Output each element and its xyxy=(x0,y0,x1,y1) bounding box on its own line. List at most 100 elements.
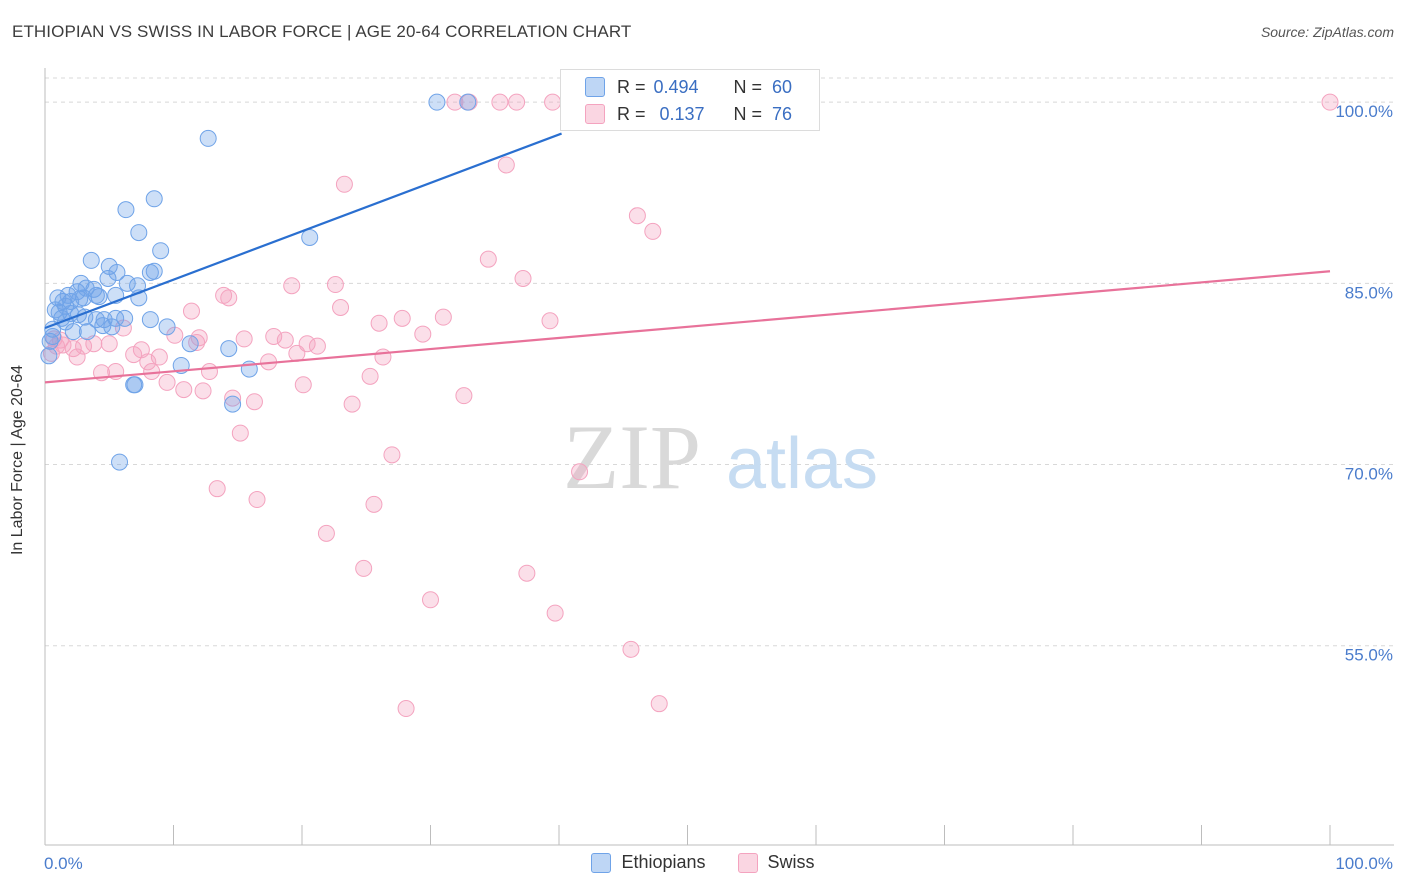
ethiopian-point xyxy=(141,311,159,329)
x-tick-label: 100.0% xyxy=(1335,854,1393,873)
swiss-point xyxy=(1321,93,1339,111)
swiss-point xyxy=(326,276,344,294)
swiss-point xyxy=(628,207,646,225)
n-label: N = xyxy=(733,103,763,124)
swiss-point xyxy=(365,495,383,513)
ethiopian-point xyxy=(158,318,176,336)
legend-item-ethiopians[interactable]: Ethiopians xyxy=(591,852,706,873)
swiss-point xyxy=(650,695,668,713)
y-tick-label: 55.0% xyxy=(1345,646,1393,665)
ethiopian-point xyxy=(118,274,136,292)
ethiopian-point xyxy=(94,317,112,335)
ethiopian-point xyxy=(87,286,105,304)
swiss-point xyxy=(355,559,373,577)
swiss-point xyxy=(294,376,312,394)
swiss-point xyxy=(190,329,208,347)
r-label: R = xyxy=(617,103,646,124)
tick-labels: 55.0% 70.0% 85.0% 100.0% 0.0% 100.0% xyxy=(44,102,1393,873)
ethiopian-point xyxy=(224,395,242,413)
ethiopian-point xyxy=(107,309,125,327)
ethiopian-point xyxy=(103,318,121,336)
swiss-point xyxy=(276,331,294,349)
y-tick-label: 70.0% xyxy=(1345,465,1393,484)
swiss-point xyxy=(235,330,253,348)
ethiopian-trend-line xyxy=(44,132,562,330)
ethiopian-point xyxy=(301,228,319,246)
swiss-point xyxy=(231,424,249,442)
ethiopian-point xyxy=(145,262,163,280)
swiss-swatch xyxy=(737,852,758,873)
ethiopian-point xyxy=(44,327,62,345)
r-value: 0.494 xyxy=(653,76,699,97)
swiss-point xyxy=(370,314,388,332)
swiss-point xyxy=(446,93,464,111)
swiss-point xyxy=(125,346,143,364)
swiss-point xyxy=(220,289,238,307)
ethiopian-point xyxy=(428,93,446,111)
ethiopian-points xyxy=(40,93,477,471)
ethiopian-point xyxy=(130,224,148,242)
ethiopian-point xyxy=(459,93,477,111)
legend-label: Swiss xyxy=(767,852,815,872)
swiss-point xyxy=(188,334,206,352)
r-label: R = xyxy=(617,76,646,97)
swiss-point xyxy=(514,270,532,288)
legend-item-swiss[interactable]: Swiss xyxy=(737,852,815,873)
swiss-point xyxy=(194,382,212,400)
trend-lines xyxy=(44,132,1331,384)
swiss-trend-line xyxy=(44,270,1331,384)
ethiopian-point xyxy=(116,309,134,327)
watermark-atlas: atlas xyxy=(726,424,878,504)
swiss-point xyxy=(143,363,161,381)
ethiopians-swatch xyxy=(585,77,605,97)
ethiopian-point xyxy=(82,251,100,269)
swiss-point xyxy=(644,222,662,240)
swiss-point xyxy=(361,367,379,385)
ethiopian-point xyxy=(117,201,135,219)
ethiopian-point xyxy=(125,376,143,394)
y-tick-label: 100.0% xyxy=(1335,102,1393,121)
swiss-point xyxy=(150,348,168,366)
swiss-point xyxy=(397,700,415,718)
y-tick-label: 85.0% xyxy=(1345,283,1393,302)
swiss-point xyxy=(283,277,301,295)
ethiopian-point xyxy=(99,270,117,288)
ethiopian-point xyxy=(145,190,163,208)
n-value: 60 xyxy=(772,76,793,97)
swiss-point xyxy=(158,373,176,391)
swiss-point xyxy=(245,393,263,411)
swiss-point xyxy=(64,340,82,358)
swiss-point xyxy=(182,302,200,320)
axes xyxy=(44,68,1394,846)
swiss-point xyxy=(68,348,86,366)
watermark-zip: ZIP xyxy=(563,406,701,508)
ethiopian-point xyxy=(64,323,82,341)
swiss-point xyxy=(383,446,401,464)
swiss-point xyxy=(332,298,350,316)
series-legend: Ethiopians Swiss xyxy=(0,852,1406,873)
swiss-swatch xyxy=(585,104,605,124)
swiss-point xyxy=(248,491,266,509)
swiss-point xyxy=(546,604,564,622)
ethiopian-point xyxy=(78,323,96,341)
ethiopian-point xyxy=(71,290,89,308)
legend-row-ethiopians: R = 0.494 N = 60 xyxy=(585,75,792,99)
n-value: 76 xyxy=(772,103,793,124)
swiss-point xyxy=(308,337,326,355)
ethiopian-point xyxy=(199,129,217,147)
ethiopian-point xyxy=(111,453,129,471)
ethiopian-point xyxy=(220,340,238,358)
swiss-point xyxy=(497,156,515,174)
swiss-point xyxy=(479,250,497,268)
swiss-point xyxy=(422,591,439,609)
y-axis-label: In Labor Force | Age 20-64 xyxy=(9,364,26,556)
x-tick-label: 0.0% xyxy=(44,854,83,873)
correlation-legend: R = 0.494 N = 60 R = 0.137 N = 76 xyxy=(560,69,820,131)
ethiopian-point xyxy=(152,242,170,260)
watermark: ZIP atlas xyxy=(563,406,878,508)
swiss-point xyxy=(224,389,242,407)
swiss-point xyxy=(541,312,559,330)
swiss-point xyxy=(335,175,353,193)
swiss-point xyxy=(414,325,432,343)
